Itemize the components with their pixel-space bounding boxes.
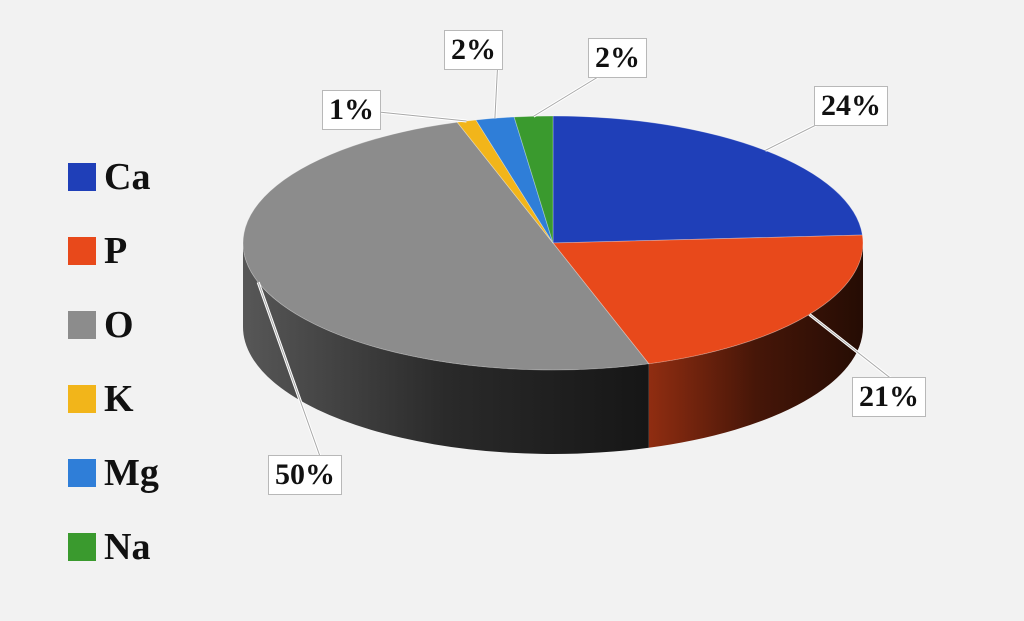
- legend-swatch-na: [68, 533, 96, 561]
- legend-label-p: P: [104, 230, 128, 272]
- leader-line-stroke-o: [257, 282, 323, 463]
- pie-slice-ca: [552, 115, 863, 244]
- leader-line-stroke-p: [809, 313, 899, 385]
- pie-side-p: [648, 243, 863, 448]
- legend-label-k: K: [104, 378, 134, 420]
- data-label-o: 50%: [268, 455, 342, 495]
- legend-item-p: P: [68, 214, 159, 288]
- legend-item-ca: Ca: [68, 140, 159, 214]
- legend-item-na: Na: [68, 510, 159, 584]
- legend-swatch-o: [68, 311, 96, 339]
- legend-label-o: O: [104, 304, 134, 346]
- data-label-mg: 2%: [444, 30, 503, 70]
- pie-slice-p: [552, 234, 864, 365]
- leader-line-stroke-k: [377, 111, 467, 122]
- legend-label-ca: Ca: [104, 156, 151, 198]
- legend-item-k: K: [68, 362, 159, 436]
- data-label-ca: 24%: [814, 86, 888, 126]
- legend-swatch-ca: [68, 163, 96, 191]
- legend-swatch-k: [68, 385, 96, 413]
- legend-swatch-p: [68, 237, 96, 265]
- pie-side-o: [243, 243, 649, 454]
- data-label-p: 21%: [852, 377, 926, 417]
- legend-item-o: O: [68, 288, 159, 362]
- pie-slice-k: [456, 119, 554, 244]
- legend-label-na: Na: [104, 526, 151, 568]
- legend-label-mg: Mg: [104, 452, 159, 494]
- legend-swatch-mg: [68, 459, 96, 487]
- data-label-k: 1%: [322, 90, 381, 130]
- legend-item-mg: Mg: [68, 436, 159, 510]
- legend: Ca P O K Mg Na: [68, 140, 159, 584]
- data-label-na: 2%: [588, 38, 647, 78]
